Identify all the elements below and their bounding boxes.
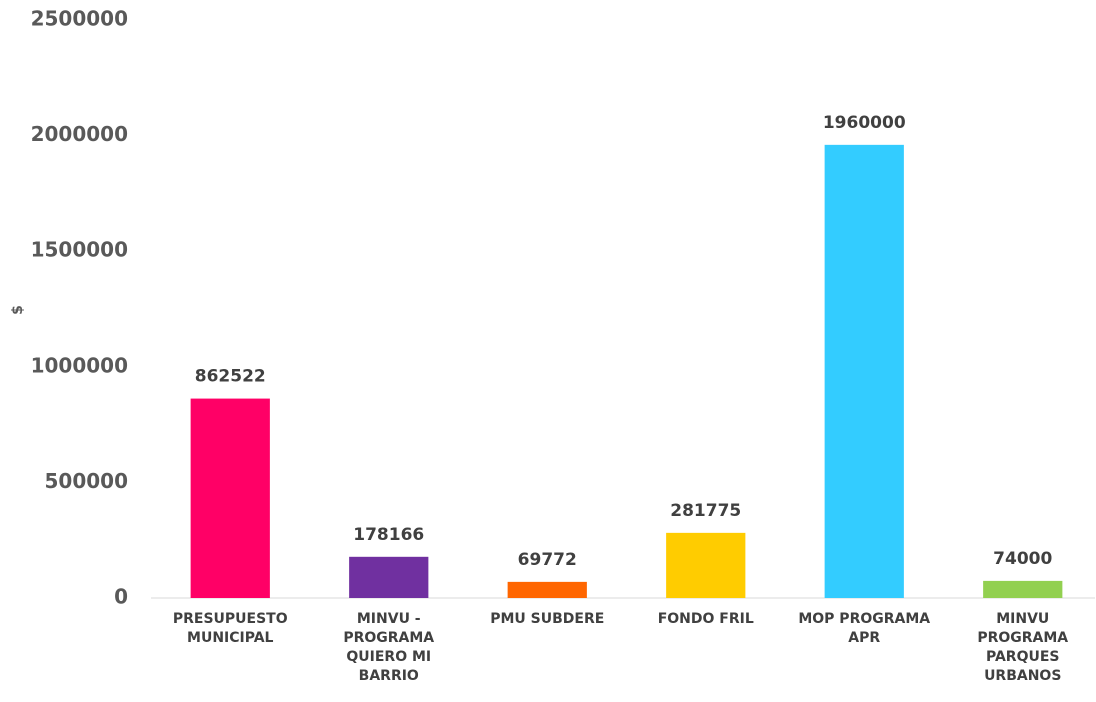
y-tick-label: 1000000 <box>31 353 128 377</box>
bar <box>190 398 270 598</box>
bar <box>666 532 746 598</box>
x-tick-label: PRESUPUESTO MUNICIPAL <box>172 611 288 646</box>
x-tick-label: FONDO FRIL <box>657 611 754 627</box>
data-label: 281775 <box>670 501 741 521</box>
data-label: 1960000 <box>823 113 906 133</box>
data-label: 862522 <box>195 367 266 387</box>
y-tick-label: 0 <box>114 585 128 609</box>
x-tick-label: MOP PROGRAMA APR <box>798 611 931 646</box>
bar <box>349 556 429 598</box>
data-label: 69772 <box>518 550 577 570</box>
bar <box>507 581 587 598</box>
x-tick-label: MINVU - PROGRAMA QUIERO MI BARRIO <box>343 611 435 684</box>
bar <box>824 144 904 598</box>
x-tick-label: PMU SUBDERE <box>490 611 605 627</box>
data-label: 74000 <box>993 549 1052 569</box>
x-tick-label: MINVU PROGRAMA PARQUES URBANOS <box>977 611 1069 684</box>
bar <box>983 580 1063 598</box>
data-label: 178166 <box>353 525 424 545</box>
y-tick-label: 1500000 <box>31 238 128 262</box>
y-tick-label: 2000000 <box>31 122 128 146</box>
y-tick-label: 500000 <box>45 469 129 493</box>
y-axis-label: $ <box>10 305 26 315</box>
y-tick-label: 2500000 <box>31 7 128 31</box>
